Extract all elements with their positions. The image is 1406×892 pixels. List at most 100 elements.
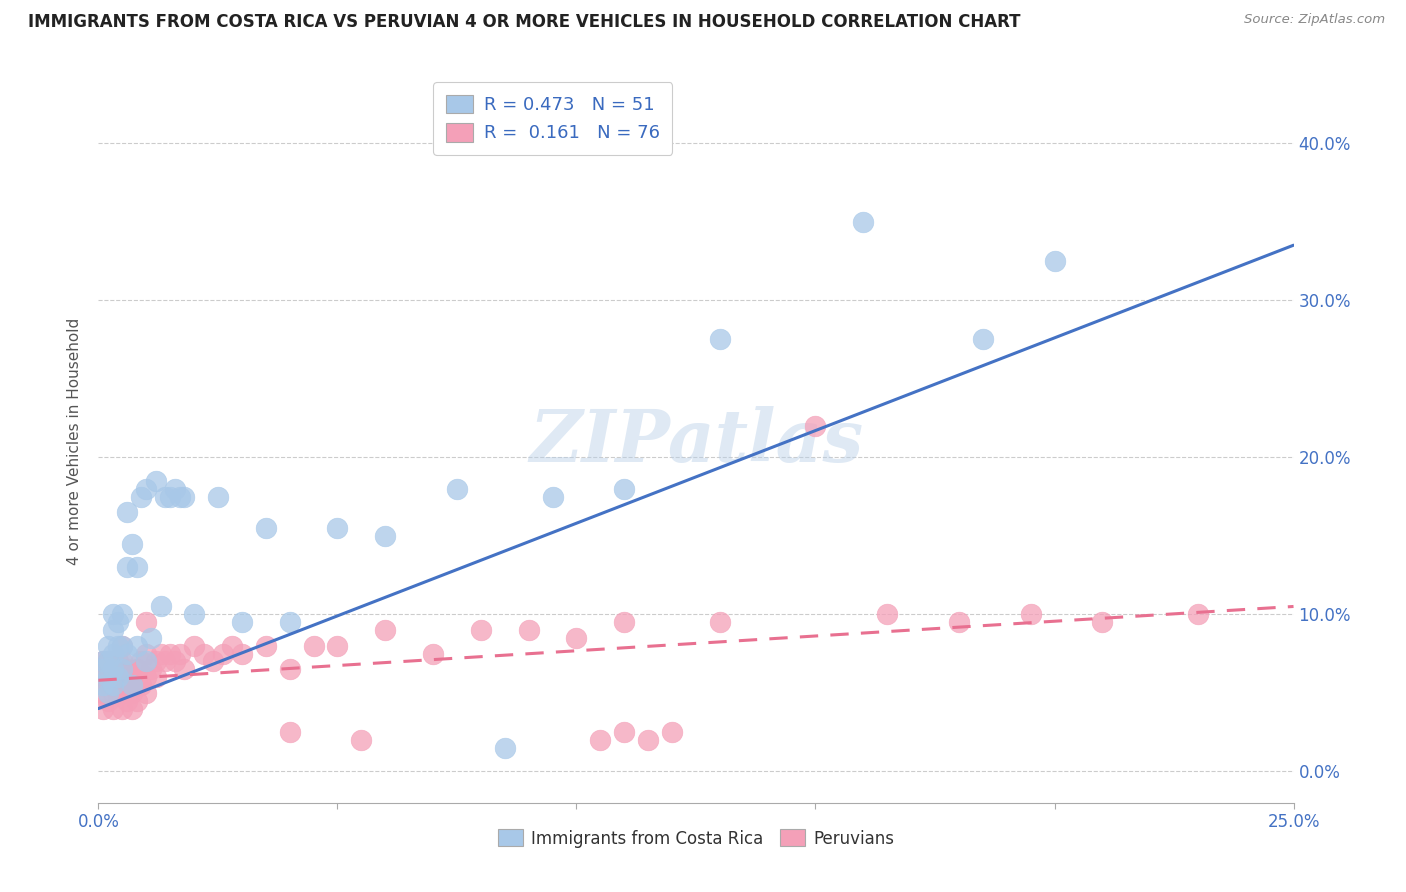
Point — [374, 623, 396, 637]
Point — [374, 529, 396, 543]
Point — [254, 521, 277, 535]
Point — [115, 662, 138, 676]
Point — [1091, 615, 1114, 630]
Point — [107, 639, 129, 653]
Point — [1187, 607, 1209, 622]
Point — [111, 662, 134, 676]
Y-axis label: 4 or more Vehicles in Household: 4 or more Vehicles in Household — [67, 318, 83, 566]
Point — [159, 490, 181, 504]
Point — [125, 662, 148, 676]
Point — [326, 521, 349, 535]
Point — [302, 639, 325, 653]
Point — [278, 615, 301, 630]
Point — [1043, 253, 1066, 268]
Point — [517, 623, 540, 637]
Point — [494, 740, 516, 755]
Point — [446, 482, 468, 496]
Point — [101, 701, 124, 715]
Text: IMMIGRANTS FROM COSTA RICA VS PERUVIAN 4 OR MORE VEHICLES IN HOUSEHOLD CORRELATI: IMMIGRANTS FROM COSTA RICA VS PERUVIAN 4… — [28, 13, 1021, 31]
Point — [115, 647, 138, 661]
Point — [135, 647, 157, 661]
Point — [637, 733, 659, 747]
Point — [91, 686, 114, 700]
Point — [107, 686, 129, 700]
Point — [145, 474, 167, 488]
Point — [211, 647, 233, 661]
Point — [613, 615, 636, 630]
Point — [91, 655, 114, 669]
Point — [107, 662, 129, 676]
Text: Source: ZipAtlas.com: Source: ZipAtlas.com — [1244, 13, 1385, 27]
Point — [101, 623, 124, 637]
Point — [97, 639, 120, 653]
Point — [565, 631, 588, 645]
Point — [231, 615, 253, 630]
Point — [135, 670, 157, 684]
Point — [111, 670, 134, 684]
Point — [115, 678, 138, 692]
Point — [183, 607, 205, 622]
Point — [111, 607, 134, 622]
Point — [145, 655, 167, 669]
Point — [101, 655, 124, 669]
Point — [155, 490, 177, 504]
Point — [613, 725, 636, 739]
Point — [125, 678, 148, 692]
Point — [135, 615, 157, 630]
Point — [107, 615, 129, 630]
Point — [115, 505, 138, 519]
Point — [139, 631, 162, 645]
Point — [91, 670, 114, 684]
Point — [121, 701, 143, 715]
Point — [91, 655, 114, 669]
Point — [107, 670, 129, 684]
Point — [613, 482, 636, 496]
Point — [169, 647, 191, 661]
Point — [326, 639, 349, 653]
Point — [972, 333, 994, 347]
Point — [101, 662, 124, 676]
Point — [149, 599, 172, 614]
Point — [231, 647, 253, 661]
Point — [131, 678, 153, 692]
Point — [115, 560, 138, 574]
Point — [97, 686, 120, 700]
Point — [149, 647, 172, 661]
Point — [541, 490, 564, 504]
Point — [135, 655, 157, 669]
Point — [173, 662, 195, 676]
Point — [139, 662, 162, 676]
Point — [121, 678, 143, 692]
Point — [97, 655, 120, 669]
Point — [97, 655, 120, 669]
Point — [173, 490, 195, 504]
Point — [101, 647, 124, 661]
Point — [97, 662, 120, 676]
Point — [125, 662, 148, 676]
Point — [709, 615, 731, 630]
Point — [131, 490, 153, 504]
Point — [101, 686, 124, 700]
Point — [422, 647, 444, 661]
Point — [97, 678, 120, 692]
Point — [111, 686, 134, 700]
Point — [125, 560, 148, 574]
Point — [111, 701, 134, 715]
Point — [131, 655, 153, 669]
Point — [589, 733, 612, 747]
Point — [101, 670, 124, 684]
Point — [111, 639, 134, 653]
Point — [91, 701, 114, 715]
Point — [91, 662, 114, 676]
Point — [97, 670, 120, 684]
Point — [135, 686, 157, 700]
Point — [107, 655, 129, 669]
Point — [101, 607, 124, 622]
Point — [1019, 607, 1042, 622]
Point — [163, 482, 186, 496]
Point — [125, 639, 148, 653]
Point — [97, 694, 120, 708]
Point — [91, 678, 114, 692]
Point — [470, 623, 492, 637]
Point — [125, 694, 148, 708]
